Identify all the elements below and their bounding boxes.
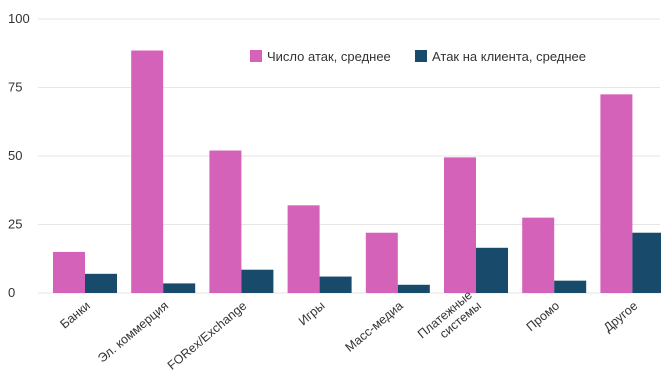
y-tick-label: 75 — [8, 80, 22, 95]
bar-attacks-avg — [53, 251, 85, 293]
bar-client-attacks-avg — [163, 283, 196, 293]
y-tick-label: 50 — [8, 148, 22, 163]
bar-attacks-avg — [209, 150, 242, 293]
x-tick-label-group: Масс-медиа — [343, 299, 406, 355]
bar-client-attacks-avg — [397, 284, 430, 293]
legend: Число атак, среднее Атак на клиента, сре… — [250, 49, 586, 64]
y-axis-ticks: 0 25 50 75 100 — [8, 11, 30, 300]
bar-attacks-avg — [287, 205, 320, 293]
x-tick-label-group: FORex/Exchange — [165, 299, 250, 373]
bar-attacks-avg — [131, 50, 164, 294]
bar-attacks-avg — [522, 217, 555, 293]
x-tick-label-group: Эл. коммерция — [95, 299, 171, 366]
x-tick-label: Масс-медиа — [343, 299, 406, 355]
legend-label-series-1: Число атак, среднее — [267, 49, 391, 64]
bar-attacks-avg — [444, 157, 476, 293]
x-tick-label: Эл. коммерция — [95, 299, 171, 366]
x-tick-label: Игры — [296, 299, 328, 329]
x-tick-label: Банки — [57, 299, 92, 332]
x-tick-label-group: Другое — [601, 299, 640, 335]
legend-swatch-series-2 — [415, 50, 427, 62]
y-tick-label: 0 — [8, 285, 15, 300]
bar-client-attacks-avg — [476, 247, 508, 293]
bar-client-attacks-avg — [85, 273, 117, 293]
x-tick-label-group: Промо — [524, 299, 562, 334]
x-tick-label: Промо — [524, 299, 562, 334]
x-tick-label: FORex/Exchange — [165, 299, 250, 373]
bar-attacks-avg — [600, 94, 633, 293]
bar-client-attacks-avg — [554, 280, 587, 293]
x-tick-label-group: Игры — [296, 299, 328, 329]
bar-client-attacks-avg — [241, 269, 274, 293]
bar-client-attacks-avg — [632, 232, 661, 293]
bar-client-attacks-avg — [319, 276, 352, 293]
legend-swatch-series-1 — [250, 50, 262, 62]
y-tick-label: 25 — [8, 217, 22, 232]
bars — [53, 50, 661, 294]
x-tick-label-group: Банки — [57, 299, 92, 332]
bar-attacks-avg — [365, 232, 398, 293]
y-tick-label: 100 — [8, 11, 30, 26]
legend-label-series-2: Атак на клиента, среднее — [432, 49, 586, 64]
x-tick-label: Другое — [601, 299, 640, 335]
